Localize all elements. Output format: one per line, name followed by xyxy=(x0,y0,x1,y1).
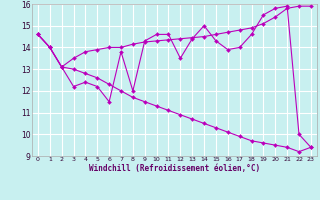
X-axis label: Windchill (Refroidissement éolien,°C): Windchill (Refroidissement éolien,°C) xyxy=(89,164,260,173)
